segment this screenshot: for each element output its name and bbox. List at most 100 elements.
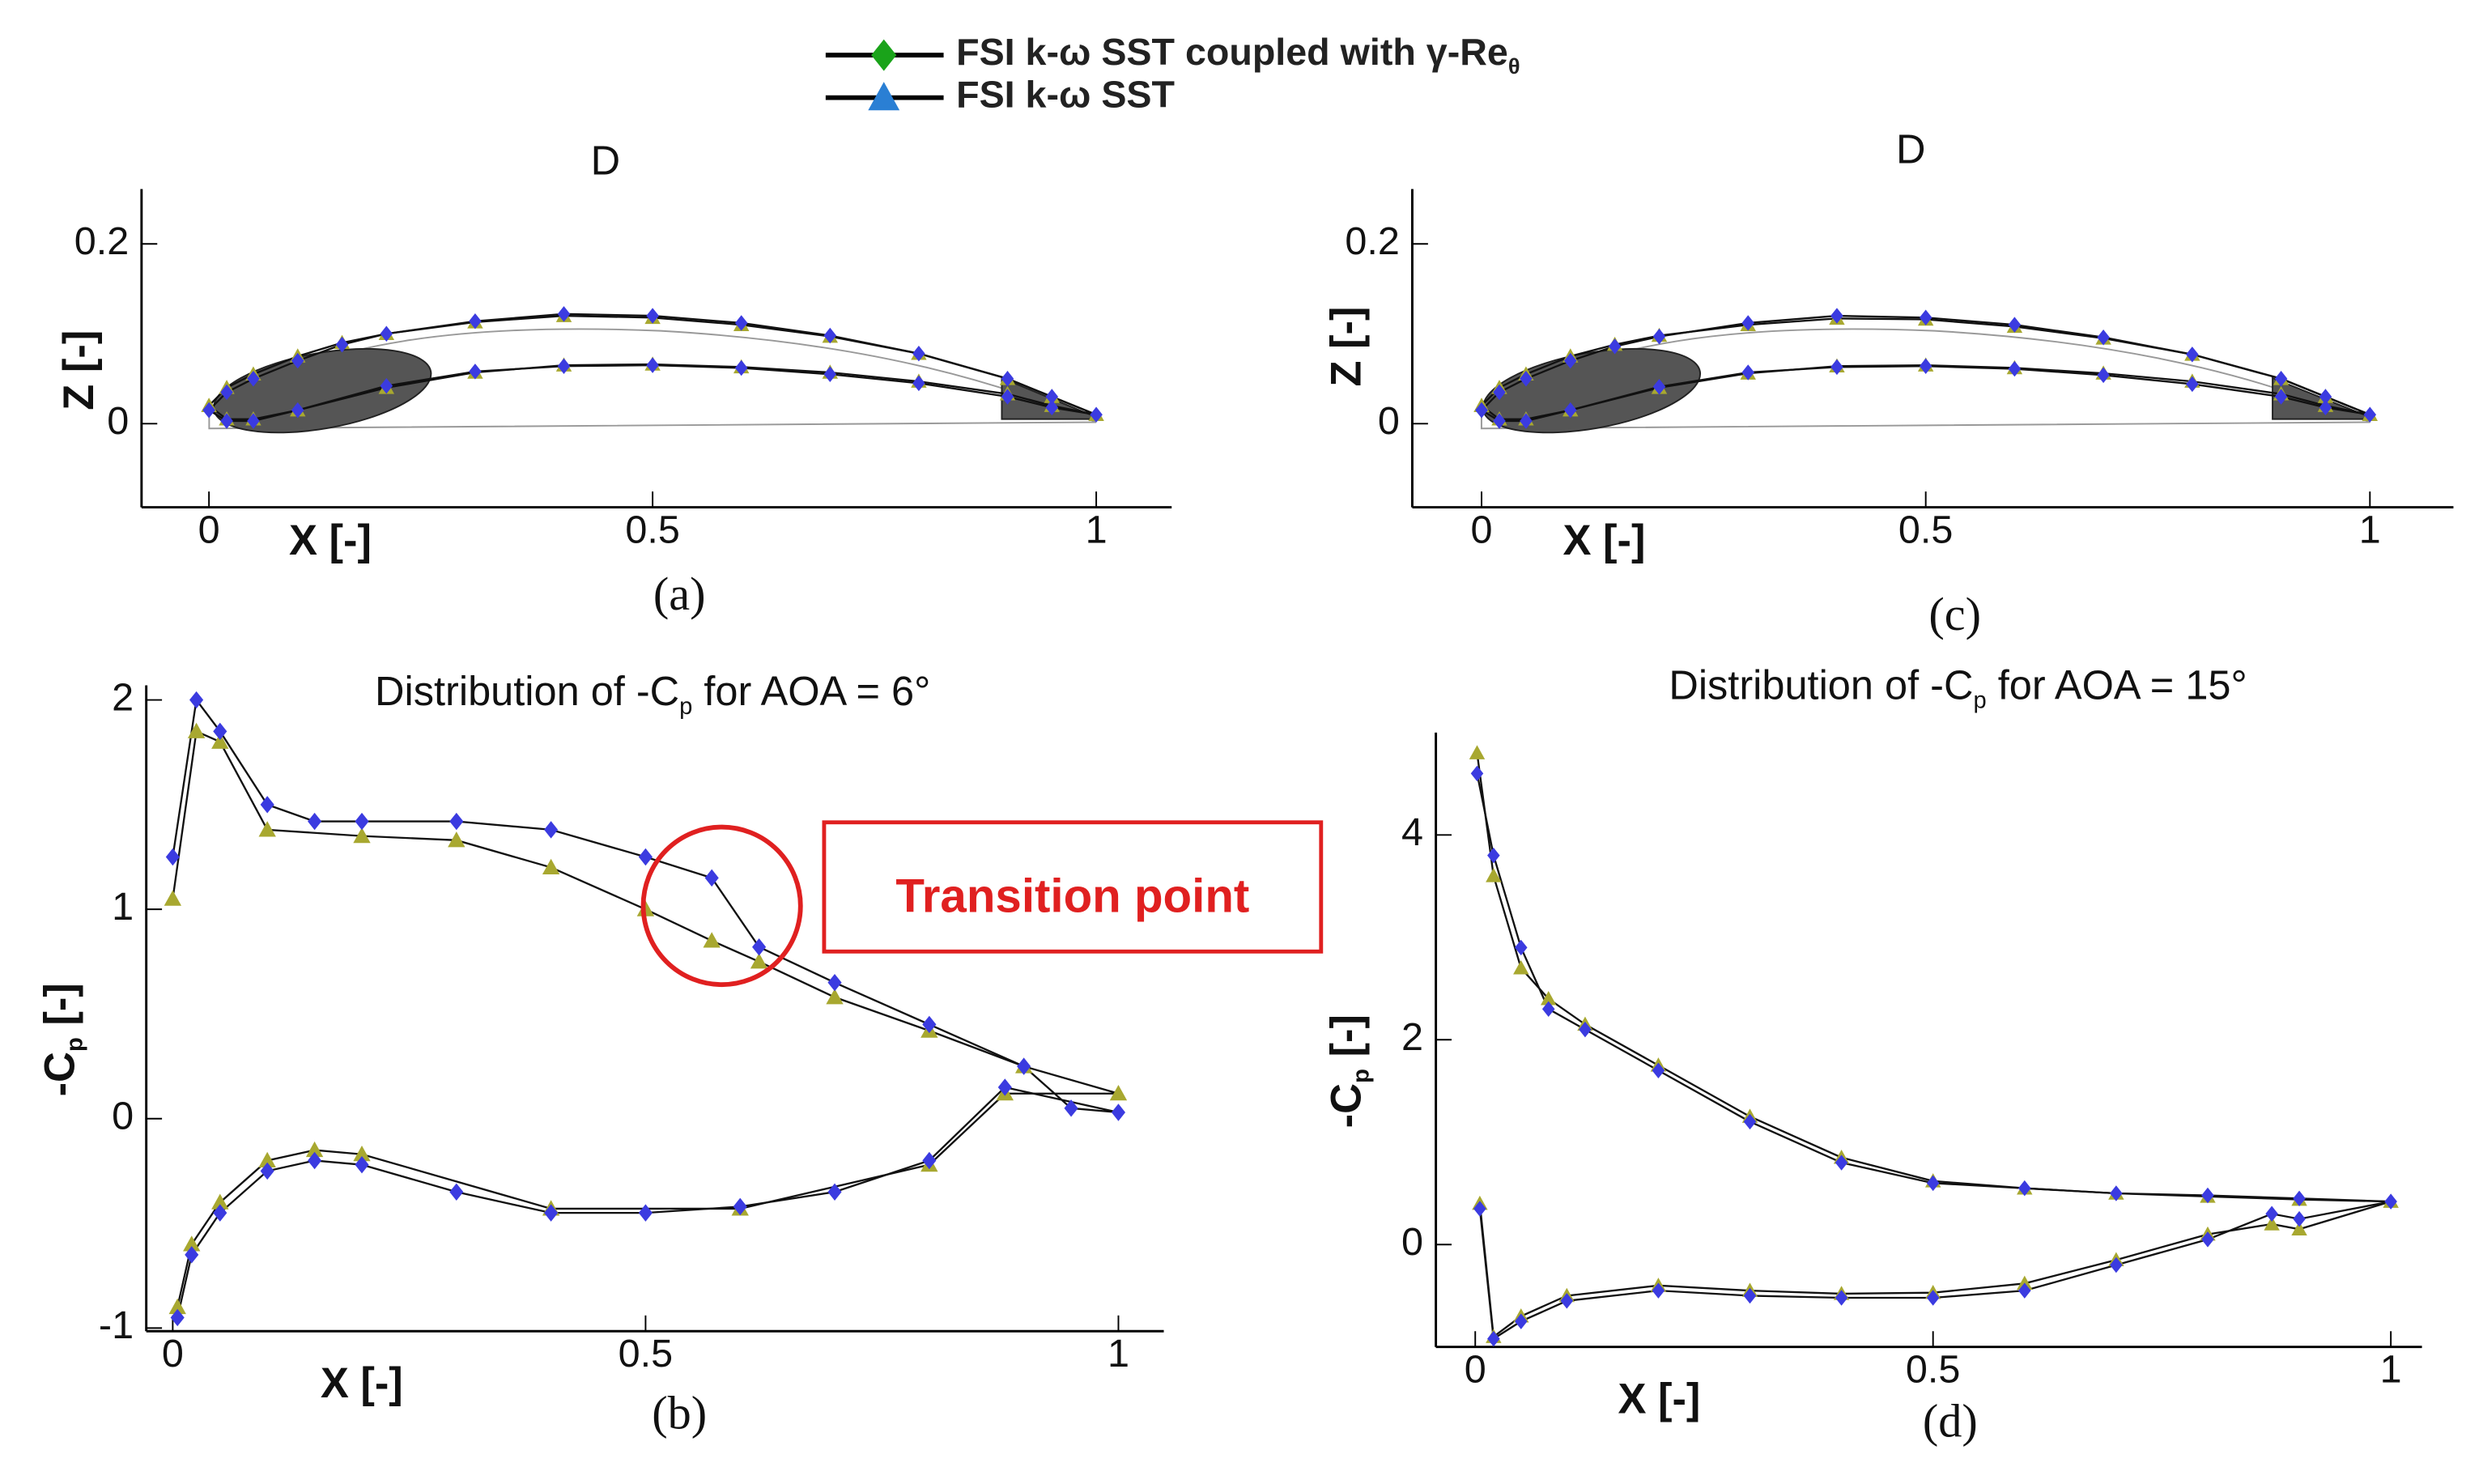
x-tick-label: 0 (162, 1332, 184, 1376)
y-tick-label: 0 (1378, 399, 1400, 443)
x-axis-label: X [-] (1618, 1376, 1700, 1423)
data-point (291, 352, 304, 369)
data-point (1017, 1057, 1031, 1075)
data-point (826, 989, 844, 1005)
data-point (2018, 1282, 2031, 1299)
caption: (d) (1923, 1394, 1978, 1447)
x-tick-label: 0.5 (619, 1332, 674, 1376)
data-point (168, 1298, 186, 1315)
data-point (164, 890, 182, 906)
data-point (1513, 960, 1529, 975)
x-axis-label: X [-] (1563, 517, 1645, 564)
data-point (213, 722, 227, 741)
data-point (1741, 364, 1754, 381)
data-point (258, 1151, 276, 1168)
data-point (2363, 406, 2377, 423)
data-point (211, 733, 229, 749)
transition-circle (640, 824, 803, 988)
data-point (305, 1141, 324, 1158)
data-point (2274, 389, 2288, 405)
data-point (2274, 371, 2288, 387)
data-point (1608, 338, 1622, 355)
y-axis-label: Z [-] (1323, 307, 1371, 387)
data-point (827, 973, 842, 992)
y-axis-label-part: Z [-] (55, 330, 103, 410)
data-point (247, 371, 260, 387)
data-point (2186, 376, 2199, 393)
data-point (1652, 379, 1666, 395)
y-axis-label-part: [-] (1323, 1014, 1371, 1069)
data-point (734, 359, 748, 376)
data-point (2097, 367, 2110, 384)
data-point (544, 1204, 559, 1222)
data-point (557, 306, 571, 322)
data-point (1493, 384, 1506, 401)
data-point (2017, 1275, 2033, 1291)
x-tick-label: 1 (1086, 508, 1108, 552)
y-tick-label: 0 (107, 399, 129, 443)
legend-name: FSI k-ω SST (956, 74, 1175, 116)
y-tick-label: -1 (99, 1303, 134, 1347)
data-point (2264, 1216, 2280, 1231)
series-line (172, 729, 1119, 1308)
y-axis-label-part: -C (1323, 1083, 1371, 1128)
data-point (189, 691, 204, 709)
data-point (1045, 389, 1059, 405)
y-axis-label-part: Z [-] (1323, 307, 1371, 387)
data-point (2008, 360, 2022, 377)
data-point (912, 345, 925, 362)
data-point (1743, 1113, 1757, 1130)
data-point (2008, 317, 2022, 333)
x-tick-label: 0 (1465, 1348, 1486, 1392)
data-point (260, 1162, 274, 1180)
data-point (2319, 389, 2332, 405)
data-point (211, 1193, 229, 1210)
data-point (1835, 1154, 1848, 1171)
data-point (1652, 328, 1666, 345)
x-tick-label: 1 (2380, 1348, 2402, 1392)
chart-title-part: p (679, 694, 692, 720)
data-point (1652, 1282, 1665, 1299)
y-tick-label: 0.2 (74, 219, 130, 263)
x-tick-label: 0 (1471, 508, 1493, 552)
caption: (b) (652, 1387, 707, 1439)
x-axis-label: X [-] (289, 517, 372, 564)
data-point (704, 869, 719, 887)
x-tick-label: 1 (2359, 508, 2381, 552)
annotation: Transition point (895, 870, 1249, 922)
data-point (1045, 399, 1059, 416)
data-point (912, 375, 925, 392)
series-line (172, 697, 1119, 1318)
data-point (380, 325, 393, 342)
data-point (258, 821, 276, 837)
chart-title-part: Distribution of -C (1669, 662, 1973, 708)
chart-title-part: D (591, 138, 620, 184)
x-axis-label: X [-] (321, 1359, 403, 1407)
series-line (1476, 773, 2392, 1341)
data-point (448, 831, 466, 848)
data-point (1652, 1062, 1665, 1078)
data-point (2291, 1221, 2307, 1236)
chart-title: Distribution of -Cp for AOA = 15° (1669, 662, 2247, 713)
data-point (2186, 347, 2199, 363)
data-point (380, 377, 393, 394)
data-point (1111, 1103, 1126, 1121)
legend-name: FSI k-ω SST coupled with γ-Re (956, 31, 1508, 73)
data-point (703, 932, 721, 948)
data-point (1926, 1175, 1940, 1192)
y-axis-label: -Cp [-] (1323, 1014, 1375, 1128)
data-point (183, 1235, 201, 1252)
data-point (638, 1204, 653, 1222)
data-point (557, 358, 571, 374)
x-tick-label: 0 (198, 508, 220, 552)
data-point (638, 848, 653, 866)
data-point (1515, 1313, 1528, 1329)
x-tick-label: 0.5 (625, 508, 680, 552)
data-point (997, 1078, 1012, 1096)
data-point (1469, 745, 1486, 759)
data-point (1470, 765, 1484, 782)
data-point (1486, 868, 1502, 882)
series-line (1481, 314, 2370, 423)
